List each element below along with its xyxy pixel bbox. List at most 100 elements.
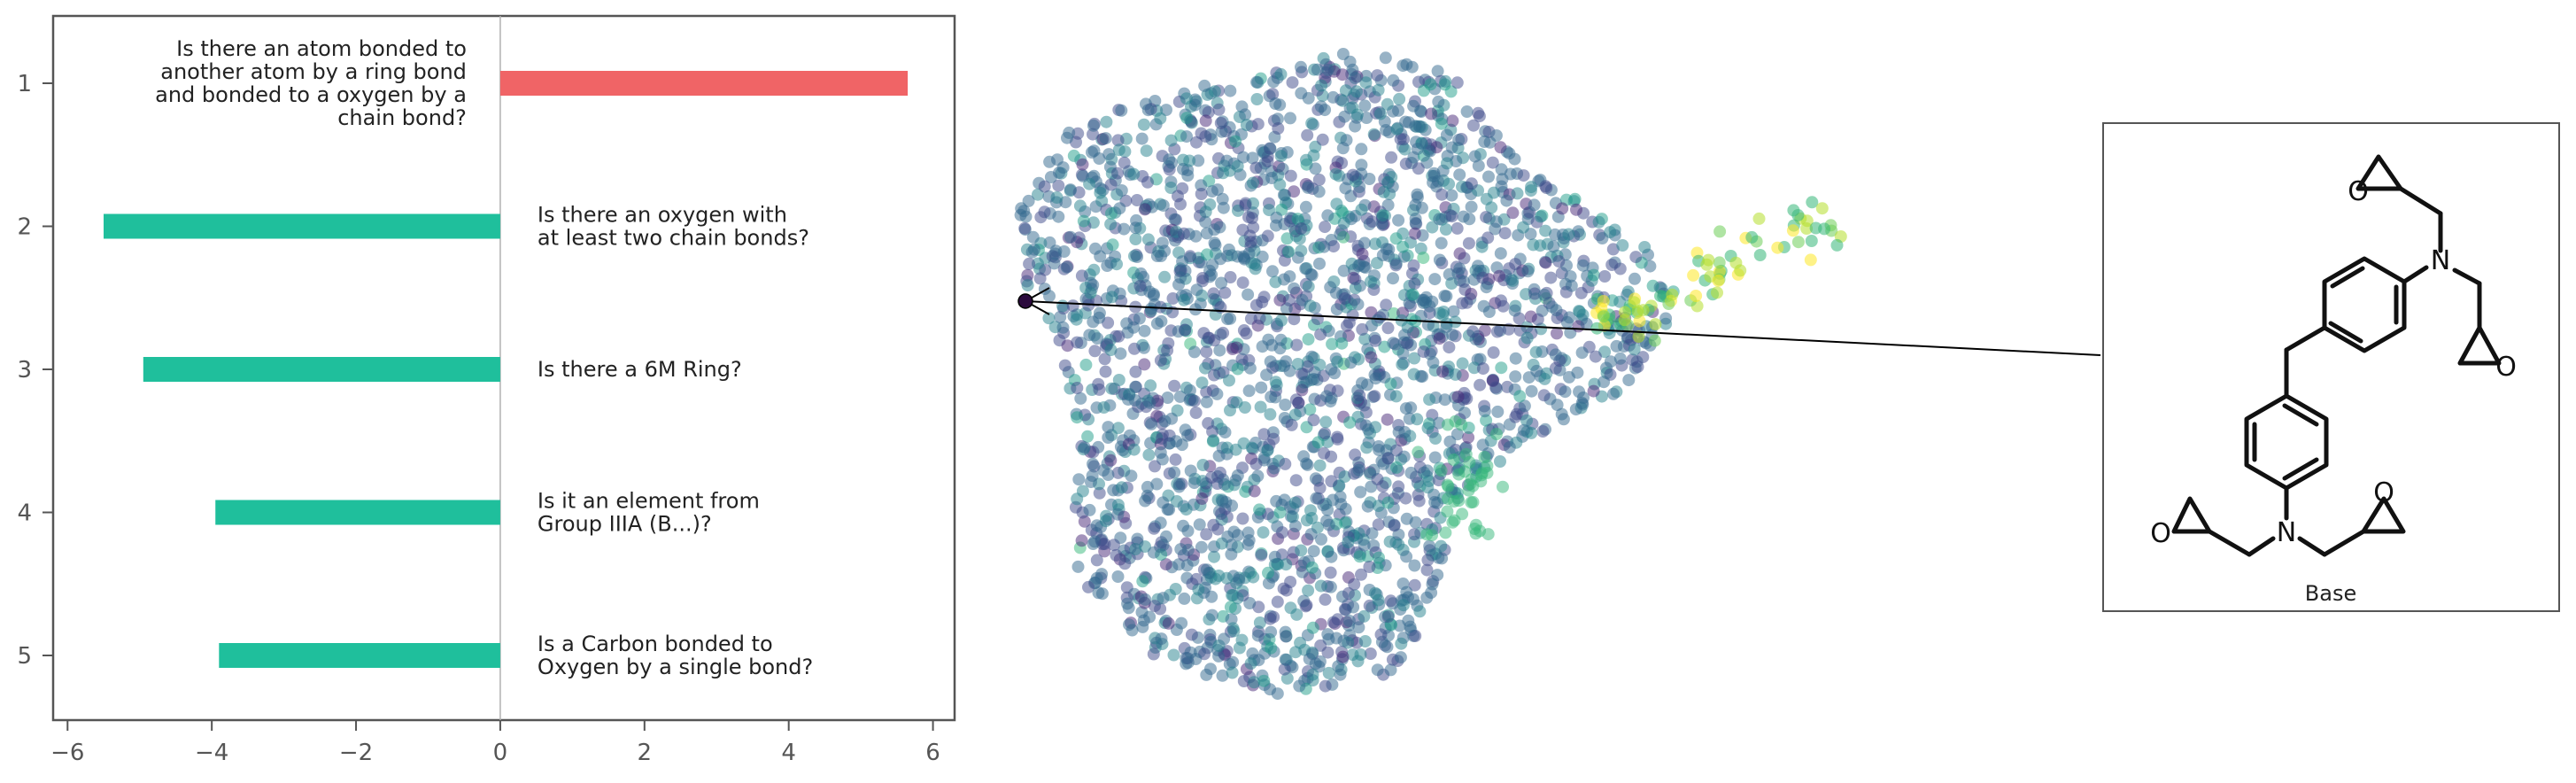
scatter-point: [1143, 396, 1156, 409]
scatter-point: [1574, 286, 1588, 299]
x-tick-label: −4: [195, 740, 228, 766]
scatter-point: [1394, 651, 1407, 664]
scatter-point: [1115, 104, 1128, 117]
scatter-point: [1552, 255, 1566, 267]
scatter-point: [1102, 421, 1115, 434]
scatter-point: [1314, 639, 1327, 652]
scatter-point: [1144, 379, 1157, 392]
atom-label-oxygen-bottom-left: O: [2150, 518, 2171, 549]
scatter-point: [1311, 436, 1325, 449]
bar-1: [499, 71, 909, 96]
scatter-point: [1304, 504, 1317, 517]
scatter-point: [1052, 179, 1065, 192]
scatter-point: [1136, 575, 1149, 588]
scatter-point: [1476, 438, 1489, 452]
scatter-point: [1208, 236, 1221, 250]
scatter-point: [1076, 169, 1089, 182]
scatter-point: [1342, 615, 1356, 627]
scatter-point: [1190, 572, 1203, 585]
scatter-point: [1305, 117, 1319, 130]
scatter-point: [1404, 620, 1417, 633]
scatter-point: [1409, 120, 1422, 133]
scatter-point: [1067, 149, 1080, 162]
scatter-point: [1443, 177, 1456, 190]
scatter-point: [1381, 97, 1394, 111]
scatter-point: [1400, 512, 1413, 525]
scatter-point: [1102, 148, 1116, 161]
scatter-point: [1219, 496, 1233, 508]
scatter-point: [1373, 311, 1387, 324]
scatter-point: [1517, 221, 1530, 234]
scatter-point: [1358, 236, 1371, 250]
scatter-point: [1321, 209, 1334, 222]
scatter-point: [1551, 399, 1564, 412]
scatter-point: [1399, 492, 1412, 505]
scatter-point: [1597, 376, 1611, 389]
scatter-plot-panel: [1014, 48, 2101, 701]
scatter-point: [1303, 653, 1316, 665]
scatter-point: [1389, 390, 1403, 403]
scatter-point: [1385, 151, 1398, 164]
scatter-point: [1113, 202, 1126, 215]
scatter-point: [1365, 351, 1378, 364]
scatter-point: [1172, 477, 1186, 491]
scatter-point: [1313, 257, 1326, 270]
scatter-point: [1447, 454, 1460, 466]
scatter-point: [1299, 200, 1312, 213]
scatter-point: [1387, 272, 1399, 285]
scatter-point: [1161, 392, 1174, 404]
scatter-point: [1713, 256, 1726, 269]
bar-2: [104, 213, 500, 239]
scatter-point: [1291, 213, 1304, 226]
scatter-point: [1520, 288, 1533, 301]
scatter-point: [1466, 479, 1480, 492]
scatter-point: [1267, 432, 1280, 446]
scatter-point: [1056, 321, 1070, 334]
scatter-point: [1441, 505, 1454, 518]
scatter-point: [1350, 85, 1363, 98]
scatter-point: [1338, 470, 1351, 484]
scatter-point: [1090, 554, 1103, 567]
scatter-point: [1473, 110, 1486, 123]
scatter-point: [1295, 87, 1308, 100]
atom-label-nitrogen-top: N: [2431, 245, 2450, 276]
scatter-point: [1205, 590, 1218, 603]
scatter-point: [1306, 621, 1319, 634]
scatter-point: [1230, 341, 1243, 354]
scatter-point: [1589, 350, 1602, 363]
scatter-point: [1453, 168, 1466, 182]
scatter-point: [1480, 414, 1493, 427]
scatter-point: [1372, 500, 1385, 513]
scatter-point: [1061, 339, 1074, 353]
scatter-point: [1378, 370, 1391, 384]
scatter-point: [1322, 518, 1335, 531]
scatter-point: [1392, 104, 1404, 117]
scatter-point: [1257, 526, 1270, 539]
molecule-caption: Base: [2305, 581, 2356, 606]
scatter-point: [1093, 306, 1106, 320]
scatter-point: [1118, 222, 1131, 236]
scatter-point: [1327, 616, 1340, 629]
scatter-point: [1372, 83, 1385, 97]
scatter-point: [1408, 528, 1421, 541]
scatter-point: [1290, 608, 1303, 621]
scatter-point: [1327, 90, 1340, 104]
scatter-point: [1043, 155, 1056, 168]
scatter-point: [1342, 536, 1355, 549]
scatter-point: [1343, 416, 1357, 429]
highlighted-point: [1017, 293, 1033, 309]
scatter-point: [1319, 593, 1332, 606]
scatter-point: [1713, 225, 1727, 238]
scatter-point: [1048, 257, 1061, 270]
scatter-point: [1392, 213, 1405, 227]
scatter-point: [1212, 649, 1226, 663]
scatter-point: [1387, 337, 1400, 350]
scatter-point: [1127, 443, 1141, 456]
scatter-point: [1300, 599, 1313, 612]
x-tick-label: −2: [339, 740, 373, 766]
bar-5: [219, 643, 500, 668]
scatter-point: [1389, 232, 1403, 245]
scatter-point: [1636, 304, 1650, 317]
scatter-point: [1309, 472, 1322, 485]
scatter-point: [1462, 430, 1475, 444]
